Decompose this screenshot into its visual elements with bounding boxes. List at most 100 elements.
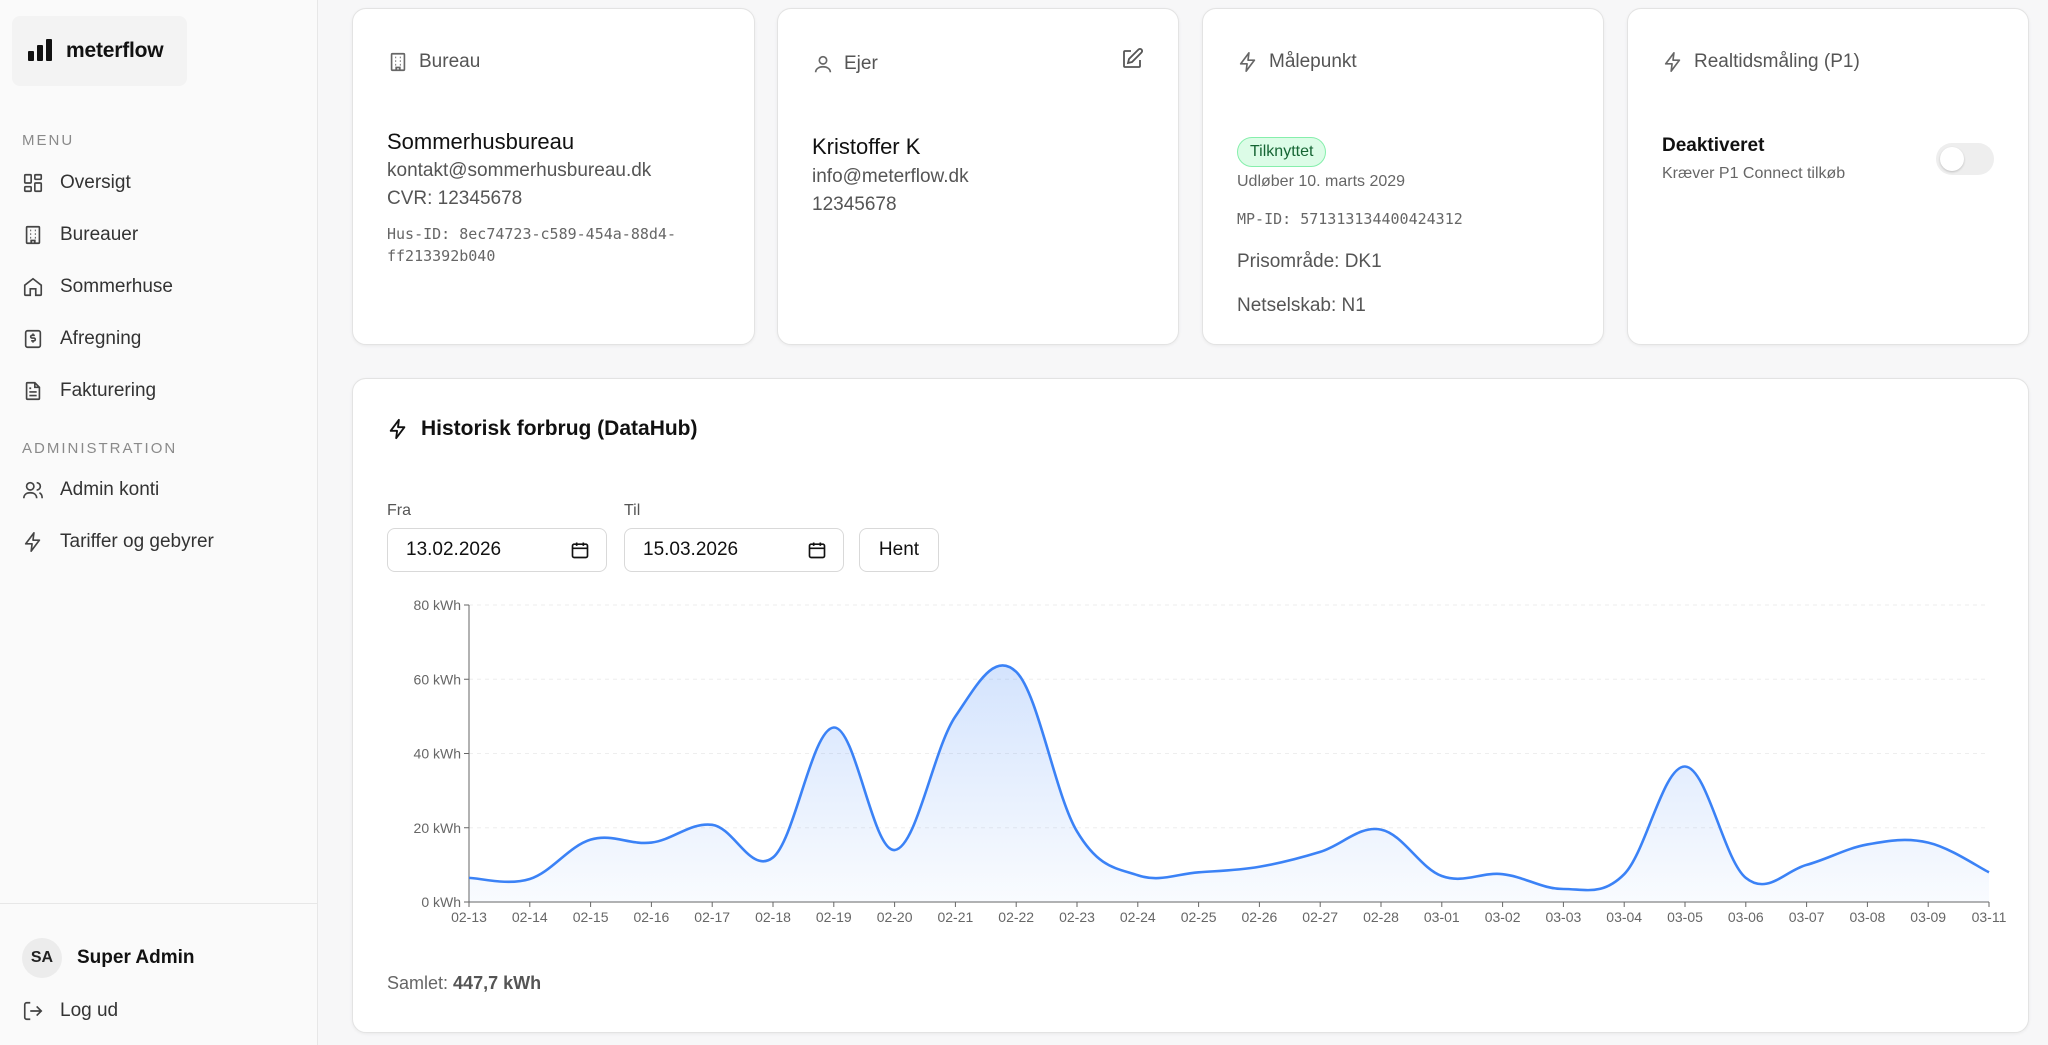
logout-button[interactable]: Log ud (22, 1000, 118, 1022)
x-tick-label: 02-22 (998, 909, 1034, 925)
bureau-email: kontakt@sommerhusbureau.dk (387, 160, 652, 181)
ejer-card-title: Ejer (844, 53, 878, 74)
users-icon (23, 481, 43, 499)
y-tick-label: 60 kWh (414, 671, 461, 687)
x-tick-label: 03-03 (1545, 909, 1581, 925)
bureau-cvr: CVR: 12345678 (387, 188, 523, 209)
y-tick-label: 0 kWh (421, 894, 461, 910)
sidebar-footer: SA Super Admin Log ud (0, 903, 318, 1045)
total-value: 447,7 kWh (453, 973, 542, 993)
x-tick-label: 02-17 (694, 909, 730, 925)
user-name: Super Admin (77, 947, 195, 968)
zap-icon (389, 418, 406, 440)
status-badge: Tilknyttet (1237, 137, 1327, 167)
x-tick-label: 02-15 (573, 909, 609, 925)
x-tick-label: 02-24 (1120, 909, 1156, 925)
realtime-card: Realtidsmåling (P1) Deaktiveret Kræver P… (1627, 8, 2029, 345)
bureau-name: Sommerhusbureau (387, 129, 575, 154)
sidebar-item-label: Admin konti (60, 479, 160, 500)
x-tick-label: 02-14 (512, 909, 548, 925)
x-tick-label: 03-11 (1972, 909, 2007, 925)
sidebar-item-oversigt[interactable]: Oversigt (22, 165, 131, 201)
history-title: Historisk forbrug (DataHub) (421, 417, 698, 440)
x-tick-label: 03-05 (1667, 909, 1703, 925)
series-area (469, 665, 1989, 902)
sidebar-item-admin-konti[interactable]: Admin konti (22, 472, 159, 508)
x-tick-label: 02-20 (877, 909, 913, 925)
to-date-input[interactable]: 15.03.2026 (624, 528, 844, 572)
zap-icon (1664, 52, 1681, 72)
y-tick-label: 80 kWh (414, 597, 461, 613)
sidebar-item-label: Afregning (60, 328, 142, 349)
history-card: Historisk forbrug (DataHub) Fra 13.02.20… (352, 378, 2029, 1033)
home-icon (23, 277, 43, 297)
x-tick-label: 03-07 (1789, 909, 1825, 925)
x-tick-label: 03-04 (1606, 909, 1642, 925)
avatar[interactable]: SA (22, 938, 62, 978)
realtime-note: Kræver P1 Connect tilkøb (1662, 165, 1846, 182)
x-tick-label: 02-16 (633, 909, 669, 925)
fetch-button[interactable]: Hent (859, 528, 939, 572)
ejer-card-header: Ejer (812, 53, 878, 75)
sidebar-item-label: Sommerhuse (60, 276, 173, 297)
bar-chart-logo-icon (28, 39, 52, 61)
sidebar-item-label: Tariffer og gebyrer (60, 531, 214, 552)
series-line (468, 664, 1990, 892)
logo[interactable]: meterflow (12, 16, 187, 86)
x-tick-label: 03-01 (1424, 909, 1460, 925)
consumption-chart: 0 kWh 20 kWh 40 kWh 60 kWh 80 kWh 02-13 02-14 0… (414, 597, 2007, 925)
user-icon (814, 55, 832, 73)
total-consumption: Samlet: 447,7 kWh (387, 973, 541, 994)
bureau-card: Bureau Sommerhusbureau kontakt@sommerhus… (352, 8, 755, 345)
menu-section-label: MENU (22, 132, 75, 149)
zap-icon (24, 532, 41, 552)
logout-label: Log ud (60, 1000, 119, 1021)
building-icon (390, 52, 406, 72)
zap-icon (1239, 52, 1256, 72)
mp-id: MP-ID: 571313134400424312 (1237, 210, 1463, 228)
history-header: Historisk forbrug (DataHub) (387, 417, 698, 441)
from-date-input[interactable]: 13.02.2026 (387, 528, 607, 572)
sidebar-item-sommerhuse[interactable]: Sommerhuse (22, 269, 173, 305)
x-tick-label: 02-23 (1059, 909, 1095, 925)
to-date-value: 15.03.2026 (643, 539, 739, 560)
sidebar-item-fakturering[interactable]: Fakturering (22, 373, 156, 409)
sidebar-item-bureauer[interactable]: Bureauer (22, 217, 138, 253)
ejer-name: Kristoffer K (812, 134, 921, 159)
receipt-icon (24, 329, 42, 349)
sidebar-item-afregning[interactable]: Afregning (22, 321, 141, 357)
realtime-state: Deaktiveret (1662, 135, 1765, 156)
grid-icon (23, 173, 43, 193)
x-tick-label: 03-09 (1910, 909, 1946, 925)
admin-section-label: ADMINISTRATION (22, 440, 178, 457)
app-name: meterflow (66, 39, 164, 62)
malepunkt-card-title: Målepunkt (1269, 51, 1357, 72)
calendar-icon[interactable] (807, 540, 827, 560)
ejer-phone: 12345678 (812, 194, 897, 215)
malepunkt-card: Målepunkt Tilknyttet Udløber 10. marts 2… (1202, 8, 1604, 345)
file-text-icon (25, 381, 41, 401)
from-label: Fra (387, 502, 411, 519)
bureau-card-title: Bureau (419, 51, 481, 72)
price-area: Prisområde: DK1 (1237, 251, 1382, 272)
x-tick-label: 02-28 (1363, 909, 1399, 925)
from-date-value: 13.02.2026 (406, 539, 502, 560)
x-tick-label: 03-06 (1728, 909, 1764, 925)
calendar-icon[interactable] (570, 540, 590, 560)
to-label: Til (624, 502, 641, 519)
ejer-card: Ejer Kristoffer K info@meterflow.dk 1234… (777, 8, 1179, 345)
x-tick-label: 02-19 (816, 909, 852, 925)
sidebar: meterflow MENU Oversigt Bureauer Sommerh… (0, 0, 318, 1045)
expires-text: Udløber 10. marts 2029 (1237, 173, 1406, 190)
realtime-toggle[interactable] (1936, 143, 1994, 175)
bureau-hus-id-line2: ff213392b040 (387, 247, 496, 265)
x-tick-label: 02-18 (755, 909, 791, 925)
x-tick-label: 02-26 (1241, 909, 1277, 925)
sidebar-item-tariffer[interactable]: Tariffer og gebyrer (22, 524, 214, 560)
y-tick-label: 20 kWh (414, 820, 461, 836)
x-tick-label: 02-13 (451, 909, 487, 925)
x-tick-label: 02-25 (1181, 909, 1217, 925)
sidebar-item-label: Oversigt (60, 172, 131, 193)
edit-icon[interactable] (1120, 47, 1144, 71)
realtime-card-header: Realtidsmåling (P1) (1662, 51, 1860, 73)
